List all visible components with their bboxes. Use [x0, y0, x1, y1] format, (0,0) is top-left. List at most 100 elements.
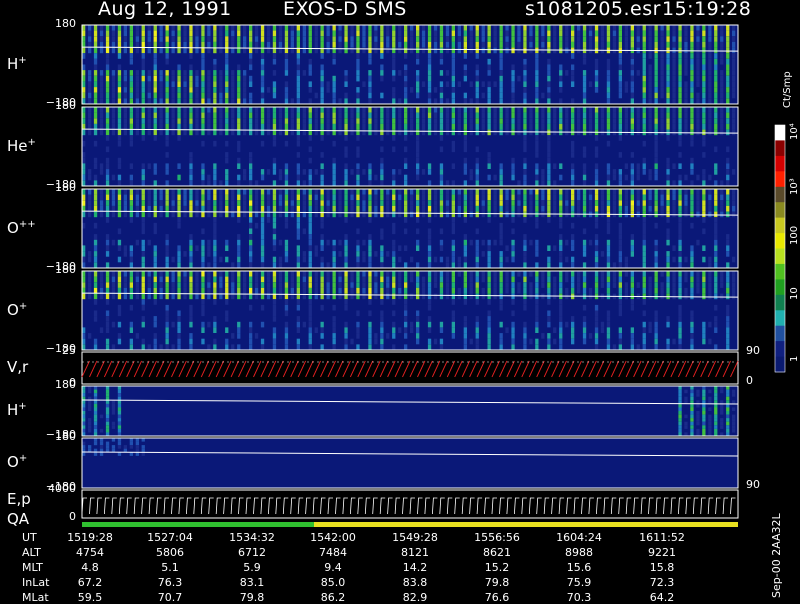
panel-o1-spectrogram: [81, 271, 739, 350]
ephem-value: 15.6: [566, 561, 592, 574]
axis-tick-bottom-he: −180: [45, 178, 76, 191]
ephem-value: 75.9: [566, 576, 592, 589]
ephem-value: 1527:04: [147, 531, 193, 544]
ephem-value: 5.1: [161, 561, 179, 574]
ephem-value: 1542:00: [310, 531, 356, 544]
panel-he-frame: [81, 106, 739, 187]
axis-tick-top-o2: 180: [55, 430, 76, 443]
ephem-value: 4754: [76, 546, 104, 559]
panel-label-vr: V,r: [7, 358, 29, 376]
panel-he-spectrogram: [81, 107, 739, 186]
ep-trace: [81, 497, 736, 515]
ephem-value: 7484: [319, 546, 347, 559]
ephem-value: 79.8: [484, 576, 510, 589]
date-title: Aug 12, 1991: [98, 0, 232, 20]
ephem-value: 1534:32: [229, 531, 275, 544]
panel-label-qa: QA: [7, 510, 30, 528]
footer-stamp: Sep-00 2AA32L: [770, 513, 783, 598]
panel-label-he: He+: [7, 136, 36, 155]
axis-tick-top-oo: 180: [55, 181, 76, 194]
panel-o2-spectrogram: [81, 438, 739, 488]
colorbar-tick: 10³: [789, 178, 800, 195]
colorbar-segment: [775, 279, 785, 296]
ephem-value: 15.8: [649, 561, 675, 574]
panel-oo-spectrogram: [81, 189, 739, 268]
ephem-label-alt: ALT: [22, 546, 41, 559]
ephem-value: 67.2: [77, 576, 103, 589]
ephem-value: 5806: [156, 546, 184, 559]
ephem-value: 85.0: [320, 576, 346, 589]
ephem-value: 59.5: [77, 591, 103, 604]
ephem-value: 70.3: [566, 591, 592, 604]
ephem-value: 6712: [238, 546, 266, 559]
colorbar-tick: 10⁴: [789, 123, 800, 140]
colorbar-tick: 100: [789, 225, 800, 245]
axis-tick-top-o1: 180: [55, 263, 76, 276]
panel-h2-spectrogram: [81, 386, 739, 436]
panel-label-oo: O++: [7, 218, 36, 237]
axis-tick-bottom-oo: −180: [45, 260, 76, 273]
qa-bar-fair: [314, 522, 738, 527]
ephem-value: 76.3: [157, 576, 183, 589]
axis-tick-right-top-vr: 90: [746, 344, 760, 357]
panel-label-ep: E,p: [7, 490, 31, 508]
ephem-label-mlt: MLT: [22, 561, 43, 574]
ephem-value: 1519:28: [67, 531, 113, 544]
axis-tick-right-bottom-vr: 0: [746, 374, 753, 387]
axis-tick-right-bottom-o2: 90: [746, 478, 760, 491]
panel-oo-frame: [81, 188, 739, 269]
ephem-value: 8988: [565, 546, 593, 559]
ephem-value: 76.6: [484, 591, 510, 604]
axis-tick-top-h2: 180: [55, 378, 76, 391]
ephem-value: 8121: [401, 546, 429, 559]
ephem-value: 1549:28: [392, 531, 438, 544]
colorbar-segment: [775, 310, 785, 327]
colorbar-segment: [775, 125, 785, 141]
axis-tick-bottom-o2: −180: [45, 480, 76, 493]
axis-tick-bottom-h1: −180: [45, 96, 76, 109]
colorbar-segment: [775, 325, 785, 342]
ephem-value: 72.3: [649, 576, 675, 589]
colorbar-segment: [775, 356, 785, 373]
ephem-value: 5.9: [243, 561, 261, 574]
qa-bar-good: [82, 522, 314, 527]
axis-tick-bottom-h2: −180: [45, 428, 76, 441]
ephem-value: 1604:24: [556, 531, 602, 544]
panel-h2-frame: [81, 385, 739, 437]
axis-tick-top-he: 180: [55, 99, 76, 112]
ephem-value: 15.2: [484, 561, 510, 574]
instrument-title: EXOS-D SMS: [283, 0, 407, 20]
ephem-value: 9.4: [324, 561, 342, 574]
file-name: s1081205.esr: [525, 0, 661, 20]
colorbar-segment: [775, 140, 785, 157]
colorbar-segment: [775, 186, 785, 203]
ephem-value: 83.1: [239, 576, 265, 589]
panel-h1-frame: [81, 24, 739, 105]
panel-label-o1: O+: [7, 300, 28, 319]
ephem-label-inlat: InLat: [22, 576, 50, 589]
ephem-value: 4.8: [81, 561, 99, 574]
colorbar-segment: [775, 341, 785, 357]
axis-tick-bottom-vr: 0: [69, 376, 76, 389]
colorbar-tick: 1: [789, 355, 800, 362]
colorbar-segment: [775, 155, 785, 172]
ephem-value: 82.9: [402, 591, 428, 604]
ephem-value: 14.2: [402, 561, 428, 574]
panel-label-o2: O+: [7, 453, 28, 471]
colorbar-segment: [775, 233, 785, 249]
ephem-value: 79.8: [239, 591, 265, 604]
ephem-label-mlat: MLat: [22, 591, 49, 604]
panel-label-h1: H+: [7, 54, 27, 73]
ephem-value: 1556:56: [474, 531, 520, 544]
colorbar-segment: [775, 171, 785, 188]
vr-red-trace: [81, 360, 739, 378]
ephem-value: 86.2: [320, 591, 346, 604]
axis-tick-bottom-o1: −180: [45, 342, 76, 355]
axis-tick-top-ep: 4000: [48, 482, 76, 495]
colorbar-segment: [775, 248, 785, 265]
ephem-value: 64.2: [649, 591, 675, 604]
panel-o1-frame: [81, 270, 739, 351]
ephem-label-ut: UT: [22, 531, 37, 544]
ephem-value: 1611:52: [639, 531, 685, 544]
